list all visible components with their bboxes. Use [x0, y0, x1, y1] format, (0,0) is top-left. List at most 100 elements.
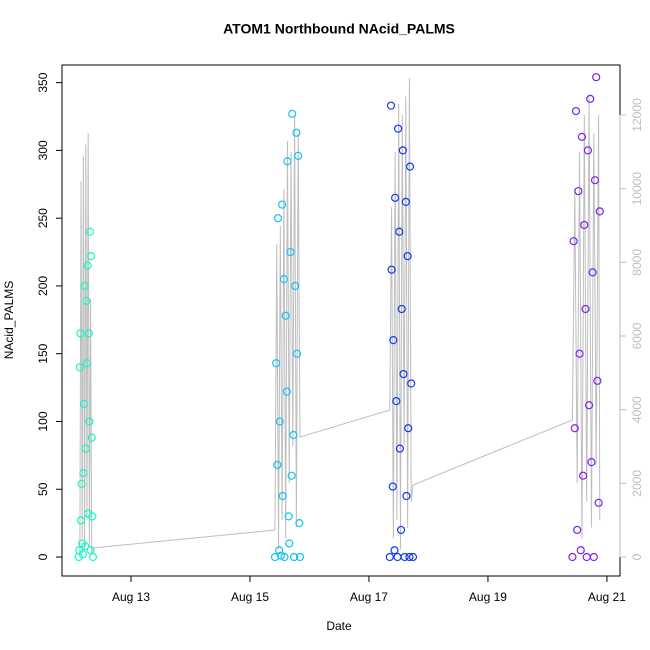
point [593, 376, 602, 385]
point [281, 311, 290, 320]
point [393, 552, 402, 562]
point [287, 471, 296, 480]
point [285, 539, 294, 548]
point [85, 417, 94, 426]
point [398, 146, 407, 155]
point [389, 336, 398, 345]
point [84, 329, 93, 338]
point [289, 430, 298, 440]
y-tick-label: 0 [36, 553, 50, 560]
point [405, 552, 414, 562]
point [282, 387, 291, 396]
point [79, 399, 89, 408]
point [592, 73, 601, 82]
x-tick-label: Aug 15 [231, 590, 269, 604]
y2-tick-label: 12000 [630, 98, 644, 132]
point [82, 296, 91, 305]
point [85, 227, 95, 236]
point [87, 252, 96, 261]
point [87, 433, 96, 442]
point [276, 551, 286, 560]
point [385, 552, 394, 562]
y2-tick-label: 6000 [630, 322, 644, 349]
point [286, 247, 295, 257]
point [568, 552, 577, 562]
y-axis-label: NAcid_PALMS [2, 281, 16, 359]
point [387, 265, 396, 274]
point [283, 157, 292, 166]
point [292, 128, 301, 137]
point [83, 261, 92, 270]
point [575, 349, 584, 358]
chart-title: ATOM1 Northbound NAcid_PALMS [223, 21, 455, 37]
point [407, 379, 416, 388]
point [81, 542, 90, 551]
point [80, 281, 89, 291]
point [76, 516, 86, 525]
point [392, 397, 401, 406]
point [295, 552, 305, 562]
point [79, 468, 88, 478]
point [291, 281, 300, 291]
point [408, 552, 418, 562]
point [82, 359, 92, 368]
y2-tick-label: 0 [630, 553, 644, 560]
point [401, 197, 410, 206]
x-axis-label: Date [326, 619, 352, 633]
point [278, 491, 287, 501]
line-series [79, 78, 601, 557]
y2-tick-label: 10000 [630, 172, 644, 206]
plot-frame [61, 64, 621, 577]
point [570, 424, 579, 433]
point [280, 552, 289, 562]
point [273, 214, 283, 223]
point [584, 401, 594, 410]
point [270, 552, 280, 562]
y2-tick-label: 4000 [630, 396, 644, 423]
point [404, 424, 413, 433]
point [397, 304, 406, 314]
point [394, 124, 403, 133]
y-tick-label: 100 [36, 411, 50, 431]
point [594, 498, 603, 507]
point [84, 509, 93, 518]
point [78, 550, 87, 559]
point [278, 200, 287, 209]
x-tick-label: Aug 17 [350, 590, 388, 604]
point [88, 512, 97, 521]
point [579, 471, 588, 480]
point [405, 162, 415, 171]
point [272, 359, 281, 368]
point [77, 479, 86, 488]
point [580, 220, 589, 230]
y-tick-label: 350 [36, 72, 50, 92]
point [402, 491, 411, 501]
point [273, 460, 282, 469]
point [386, 101, 396, 110]
x-tick-label: Aug 21 [588, 590, 626, 604]
point [395, 227, 404, 236]
point [275, 546, 284, 555]
point [574, 186, 583, 196]
y-tick-label: 50 [36, 482, 50, 496]
point [582, 552, 591, 562]
point [595, 207, 604, 216]
point [289, 552, 299, 562]
point [395, 444, 404, 453]
point [288, 109, 297, 118]
point [576, 546, 585, 555]
y2-tick-label: 2000 [630, 470, 644, 497]
point [275, 417, 284, 426]
point [76, 329, 85, 338]
point [586, 94, 595, 103]
point [571, 106, 581, 116]
point [294, 151, 303, 160]
x-tick-label: Aug 13 [112, 590, 150, 604]
point [400, 552, 409, 562]
point [86, 546, 95, 555]
point [399, 369, 408, 379]
point [403, 252, 412, 261]
point [292, 349, 302, 358]
point [75, 363, 84, 372]
